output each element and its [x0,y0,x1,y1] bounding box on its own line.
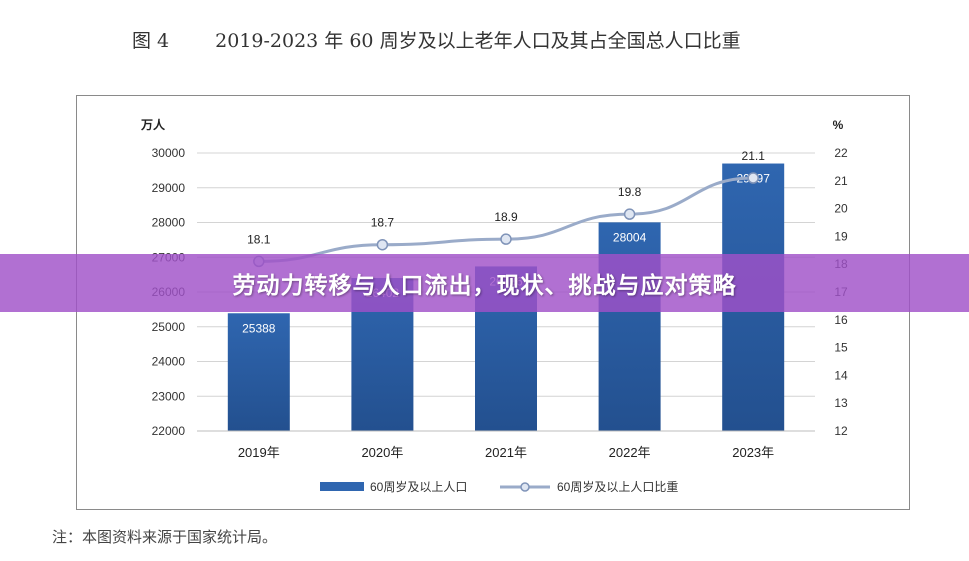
figure-number: 图 4 [132,30,170,52]
ratio-value-label: 19.8 [618,185,642,199]
right-tick-label: 13 [834,396,848,410]
bar [227,313,290,431]
category-label: 2022年 [609,445,651,460]
left-tick-label: 23000 [152,389,186,403]
ratio-point [500,233,512,245]
figure-title: 图 4 2019-2023 年 60 周岁及以上老年人口及其占全国总人口比重 [132,26,741,53]
left-tick-label: 28000 [152,216,186,230]
right-tick-label: 19 [834,229,848,243]
ratio-value-label: 18.7 [371,216,395,230]
legend-bar-swatch [320,482,364,491]
left-tick-label: 30000 [152,146,186,160]
title-banner: 劳动力转移与人口流出，现状、挑战与应对策略 [0,254,969,312]
ratio-point [747,172,759,184]
left-tick-label: 25000 [152,320,186,334]
ratio-point [623,208,636,220]
left-tick-label: 24000 [152,355,186,369]
banner-title: 劳动力转移与人口流出，现状、挑战与应对策略 [232,273,737,299]
right-tick-label: 15 [834,341,848,355]
category-label: 2023年 [732,445,774,460]
right-axis-unit: % [833,118,844,132]
left-axis-unit: 万人 [140,117,166,132]
figure-note: 注：本图资料来源于国家统计局。 [52,528,278,546]
right-tick-label: 14 [834,368,848,382]
ratio-value-label: 18.9 [494,210,518,224]
ratio-value-label: 21.1 [742,149,766,163]
category-label: 2021年 [485,445,527,460]
ratio-point [376,238,389,251]
category-label: 2019年 [238,445,280,460]
legend-line-marker [520,482,530,492]
right-tick-label: 16 [834,313,848,327]
bar-value-label: 28004 [613,230,647,244]
ratio-value-label: 18.1 [247,232,271,246]
category-label: 2020年 [361,445,403,460]
left-tick-label: 29000 [152,181,186,195]
right-tick-label: 21 [834,174,848,188]
legend-line-label: 60周岁及以上人口比重 [557,479,678,494]
legend-bar-label: 60周岁及以上人口 [370,479,467,494]
right-tick-label: 20 [834,202,848,216]
right-tick-label: 22 [834,146,848,160]
bar-value-label: 25388 [242,321,276,335]
figure-title-text: 2019-2023 年 60 周岁及以上老年人口及其占全国总人口比重 [215,30,741,52]
left-tick-label: 22000 [152,424,186,438]
right-tick-label: 12 [834,424,848,438]
